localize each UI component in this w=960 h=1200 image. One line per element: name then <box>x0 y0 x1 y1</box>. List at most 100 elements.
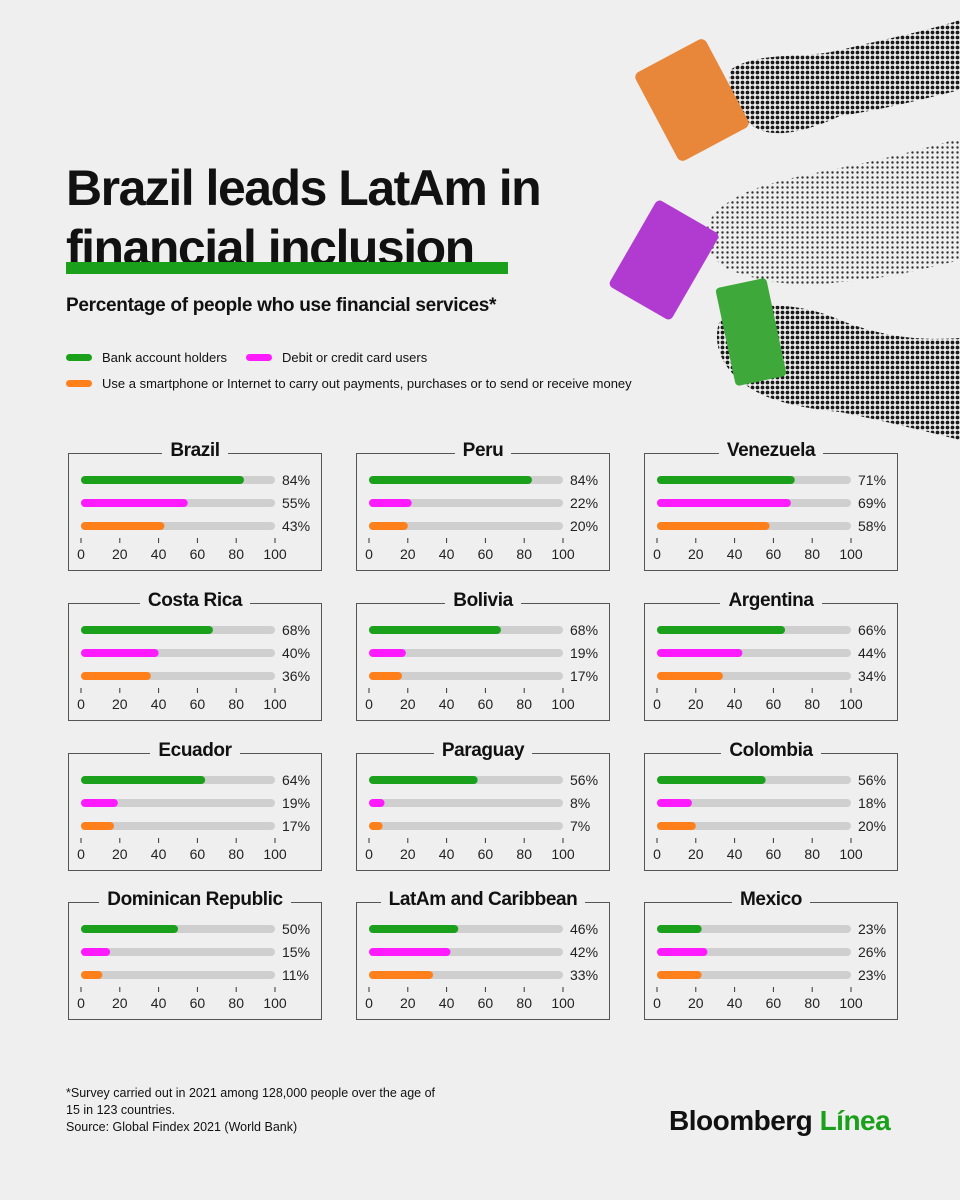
value-label: 84% <box>570 472 598 488</box>
value-label: 44% <box>858 645 886 661</box>
tick-label: 20 <box>400 995 416 1011</box>
tick-label: 100 <box>839 546 863 562</box>
bar-mobile <box>81 672 151 680</box>
bar-bank <box>657 925 702 933</box>
legend-item-bank: Bank account holders <box>66 350 227 365</box>
legend-item-mobile: Use a smartphone or Internet to carry ou… <box>66 376 632 391</box>
value-label: 7% <box>570 818 590 834</box>
value-label: 23% <box>858 921 886 937</box>
value-label: 69% <box>858 495 886 511</box>
tick-label: 100 <box>839 995 863 1011</box>
tick-label: 100 <box>263 696 287 712</box>
tick-label: 20 <box>112 546 128 562</box>
bar-track <box>369 799 563 807</box>
legend-item-card: Debit or credit card users <box>246 350 427 365</box>
bar-mobile <box>657 522 770 530</box>
legend-label-bank: Bank account holders <box>102 350 228 365</box>
chart-bolivia: 68% 19% 17% 0 20 40 60 80 100 <box>365 622 598 712</box>
tick-label: 0 <box>365 995 373 1011</box>
value-label: 34% <box>858 668 886 684</box>
tick-label: 100 <box>263 546 287 562</box>
bar-bank <box>81 626 213 634</box>
bar-bank <box>369 626 501 634</box>
hand-holding-orange-card-icon <box>635 20 960 161</box>
chart-mexico: 23% 26% 23% 0 20 40 60 80 100 <box>653 921 886 1011</box>
bar-track <box>369 522 563 530</box>
bar-card <box>81 799 118 807</box>
tick-label: 40 <box>439 696 455 712</box>
bar-bank <box>369 925 459 933</box>
tick-label: 80 <box>228 846 244 862</box>
tick-label: 40 <box>439 995 455 1011</box>
value-label: 33% <box>570 967 598 983</box>
chart-panel-paraguay: Paraguay 56% 8% 7% 0 20 40 60 80 100 <box>356 740 610 871</box>
footnote: *Survey carried out in 2021 among 128,00… <box>66 1085 476 1136</box>
tick-label: 20 <box>688 995 704 1011</box>
tick-label: 0 <box>653 846 661 862</box>
tick-label: 80 <box>228 546 244 562</box>
tick-label: 80 <box>804 846 820 862</box>
bar-bank <box>81 925 178 933</box>
value-label: 42% <box>570 944 598 960</box>
bar-mobile <box>369 971 434 979</box>
bar-card <box>81 649 159 657</box>
value-label: 40% <box>282 645 310 661</box>
chart-peru: 84% 22% 20% 0 20 40 60 80 100 <box>365 472 598 562</box>
tick-label: 80 <box>804 696 820 712</box>
tick-label: 60 <box>766 546 782 562</box>
bar-track <box>657 971 851 979</box>
bar-track <box>369 499 563 507</box>
tick-label: 0 <box>77 995 85 1011</box>
value-label: 23% <box>858 967 886 983</box>
tick-label: 60 <box>766 696 782 712</box>
hand-holding-purple-card-icon <box>609 138 960 320</box>
chart-panel-costa-rica: Costa Rica 68% 40% 36% 0 20 40 60 80 100 <box>68 590 322 721</box>
tick-label: 80 <box>516 546 532 562</box>
bar-track <box>657 799 851 807</box>
tick-label: 100 <box>263 995 287 1011</box>
bar-track <box>81 971 275 979</box>
tick-label: 80 <box>516 846 532 862</box>
value-label: 11% <box>282 967 309 983</box>
chart-venezuela: 71% 69% 58% 0 20 40 60 80 100 <box>653 472 886 562</box>
tick-label: 0 <box>653 995 661 1011</box>
chart-panel-latam-caribbean: LatAm and Caribbean 46% 42% 33% 0 20 40 60 80 10… <box>356 889 610 1020</box>
tick-label: 20 <box>688 846 704 862</box>
tick-label: 80 <box>228 995 244 1011</box>
bar-mobile <box>657 672 723 680</box>
tick-label: 100 <box>551 995 575 1011</box>
title-line-1: Brazil leads LatAm in <box>66 160 542 216</box>
chart-brazil: 84% 55% 43% 0 20 40 60 80 100 <box>77 472 310 562</box>
footnote-line-1: *Survey carried out in 2021 among 128,00… <box>66 1086 436 1100</box>
chart-latam-caribbean: 46% 42% 33% 0 20 40 60 80 100 <box>365 921 598 1011</box>
hands-illustration <box>609 20 960 440</box>
bar-track <box>369 822 563 830</box>
footnote-line-2: 15 in 123 countries. <box>66 1103 176 1117</box>
tick-label: 40 <box>151 995 167 1011</box>
value-label: 56% <box>858 772 886 788</box>
bar-bank <box>369 476 532 484</box>
tick-label: 40 <box>727 696 743 712</box>
value-label: 22% <box>570 495 598 511</box>
chart-panel-brazil: Brazil 84% 55% 43% 0 20 40 60 80 100 <box>68 440 322 571</box>
bar-card <box>369 948 451 956</box>
tick-label: 60 <box>478 995 494 1011</box>
page-subtitle: Percentage of people who use financial s… <box>66 295 497 316</box>
tick-label: 0 <box>77 546 85 562</box>
chart-colombia: 56% 18% 20% 0 20 40 60 80 100 <box>653 772 886 862</box>
bar-card <box>81 948 111 956</box>
bar-track <box>81 822 275 830</box>
tick-label: 20 <box>112 846 128 862</box>
bar-card <box>657 499 791 507</box>
value-label: 43% <box>282 518 310 534</box>
bar-mobile <box>657 822 696 830</box>
value-label: 20% <box>570 518 598 534</box>
value-label: 68% <box>570 622 598 638</box>
bar-bank <box>81 776 206 784</box>
legend-swatch-bank <box>66 354 92 361</box>
bar-card <box>657 948 708 956</box>
chart-panel-argentina: Argentina 66% 44% 34% 0 20 40 60 80 100 <box>644 590 898 721</box>
tick-label: 40 <box>439 546 455 562</box>
brand-logo: Bloomberg Línea <box>669 1105 891 1137</box>
logo-main: Bloomberg <box>669 1105 813 1136</box>
